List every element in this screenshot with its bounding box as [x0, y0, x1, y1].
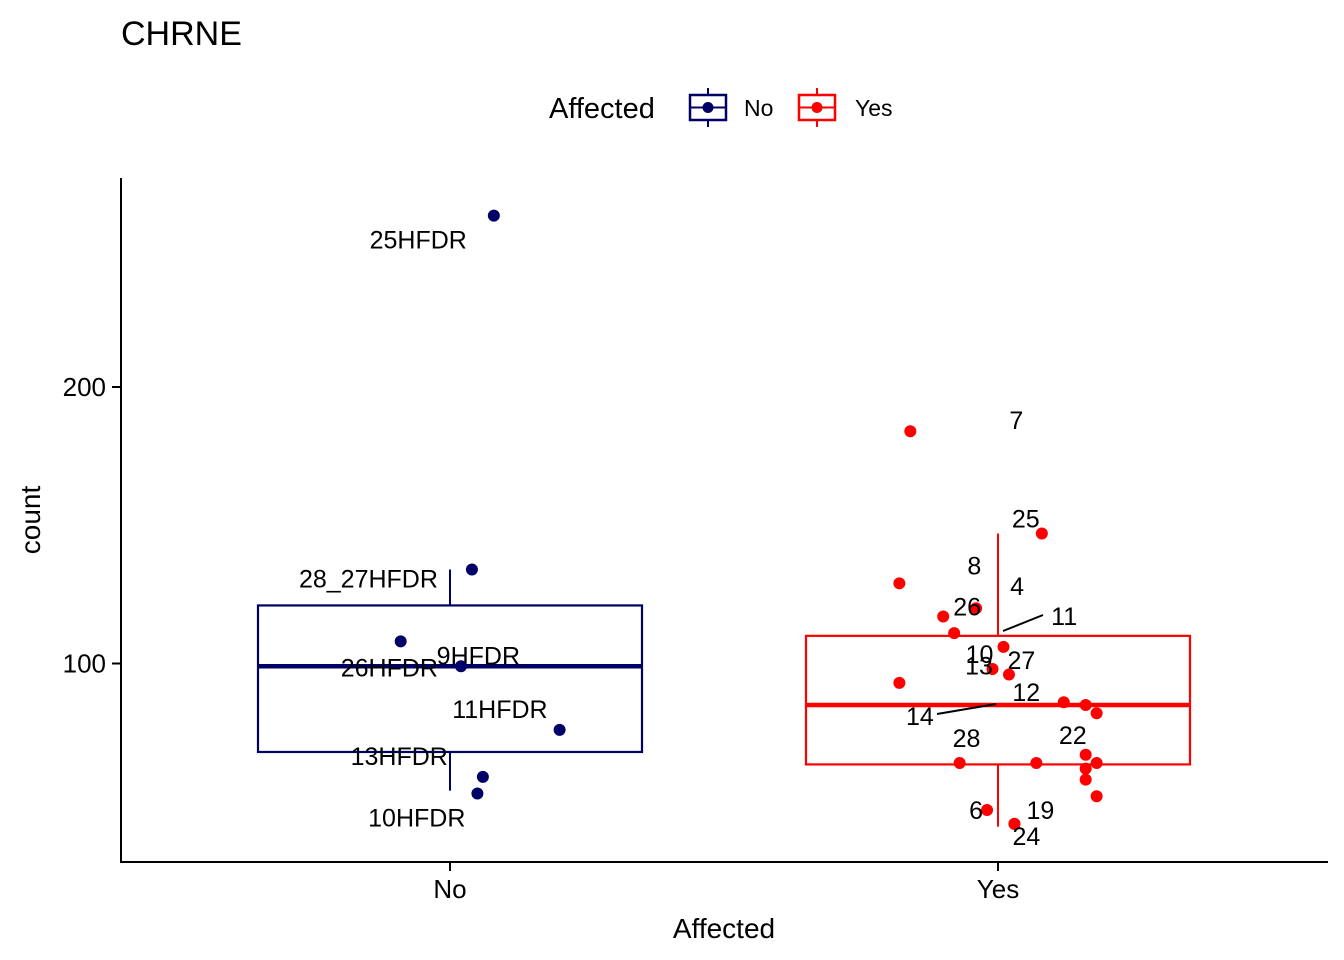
- data-point-yes-10: [1057, 696, 1070, 709]
- point-label-yes-6: 10: [966, 641, 994, 669]
- point-label-yes-8: 13: [965, 653, 993, 681]
- x-tick-label-yes: Yes: [977, 874, 1019, 904]
- box-body-yes: [804, 634, 1192, 766]
- chart-title: CHRNE: [121, 15, 242, 53]
- data-point-yes-0: [904, 425, 917, 438]
- point-label-yes-22: 24: [1012, 823, 1040, 851]
- data-point-yes-12: [1090, 707, 1103, 720]
- point-label-no-6: 10HFDR: [368, 804, 465, 832]
- data-point-yes-19: [1090, 790, 1103, 803]
- axis-ticks: 100 200 No Yes: [63, 372, 1020, 904]
- x-tick-label-no: No: [433, 874, 466, 904]
- y-axis-title: count: [15, 486, 46, 555]
- point-label-no-0: 25HFDR: [370, 227, 467, 255]
- x-axis-title: Affected: [673, 913, 775, 944]
- data-point-no-1: [465, 563, 478, 576]
- data-point-yes-13: [1079, 748, 1092, 761]
- data-point-yes-3: [970, 602, 983, 615]
- point-label-yes-20: 6: [969, 797, 983, 825]
- legend: Affected No Yes: [549, 88, 893, 127]
- data-point-no-4: [553, 723, 566, 736]
- box-yes: [804, 533, 1192, 827]
- data-point-no-6: [471, 787, 484, 800]
- data-point-yes-5: [948, 627, 961, 640]
- point-label-yes-0: 7: [1009, 407, 1023, 435]
- data-point-no-2: [394, 635, 407, 648]
- data-point-yes-11: [1079, 698, 1092, 711]
- point-label-yes-3: 4: [1010, 573, 1024, 601]
- y-tick-label-100: 100: [63, 649, 106, 679]
- data-point-yes-14: [1090, 757, 1103, 770]
- legend-title: Affected: [549, 93, 655, 125]
- point-label-no-4: 11HFDR: [452, 696, 547, 724]
- data-point-yes-15: [953, 757, 966, 770]
- data-point-yes-20: [981, 804, 994, 817]
- point-label-no-2: 9HFDR: [437, 642, 520, 670]
- point-label-yes-4: 26: [953, 593, 981, 621]
- leader-line-14: [936, 703, 997, 715]
- data-point-yes-17: [1079, 762, 1092, 775]
- legend-key-yes: [797, 88, 837, 127]
- legend-label-yes: Yes: [855, 95, 893, 121]
- point-label-no-3: 26HFDR: [341, 654, 438, 682]
- y-tick-label-200: 200: [63, 372, 106, 402]
- point-label-yes-14: 22: [1059, 722, 1087, 750]
- legend-key-no: [688, 88, 728, 127]
- data-point-yes-9: [893, 676, 906, 689]
- point-label-no-1: 28_27HFDR: [299, 565, 438, 593]
- box-no: [256, 569, 644, 791]
- box-body-no: [256, 604, 644, 754]
- data-point-yes-7: [986, 663, 999, 676]
- point-label-yes-1: 25: [1012, 506, 1040, 534]
- data-point-yes-2: [893, 577, 906, 590]
- data-point-yes-6: [997, 640, 1010, 653]
- data-point-yes-22: [1008, 817, 1021, 830]
- leader-line-11: [1002, 614, 1044, 632]
- data-point-yes-4: [937, 610, 950, 623]
- data-point-yes-8: [1002, 668, 1015, 681]
- point-label-no-5: 13HFDR: [351, 743, 448, 771]
- point-label-yes-21: 19: [1026, 797, 1054, 825]
- point-label-yes-5: 11: [1051, 603, 1077, 631]
- point-label-yes-15: 28: [953, 725, 981, 753]
- point-label-yes-9: 12: [1012, 679, 1040, 707]
- data-point-yes-16: [1030, 757, 1043, 770]
- point-label-yes-2: 8: [967, 552, 981, 580]
- legend-label-no: No: [744, 95, 773, 121]
- data-point-yes-18: [1079, 773, 1092, 786]
- data-point-no-0: [487, 209, 500, 222]
- data-point-no-5: [476, 770, 489, 783]
- point-label-yes-10: 14: [906, 703, 934, 731]
- data-point-yes-1: [1035, 527, 1048, 540]
- data-point-no-3: [454, 660, 467, 673]
